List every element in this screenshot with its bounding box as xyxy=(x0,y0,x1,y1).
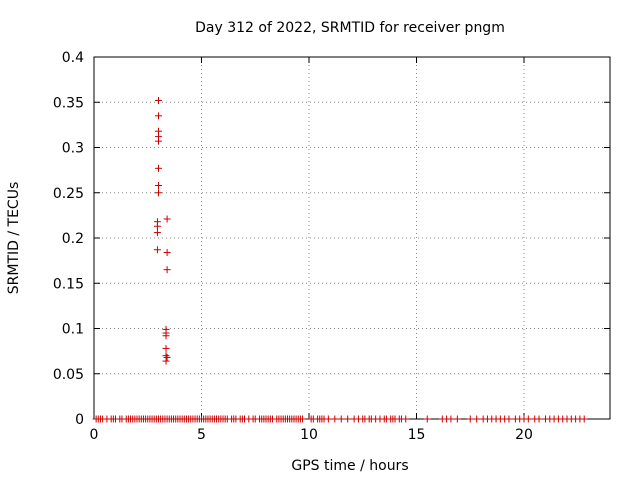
data-point xyxy=(163,266,171,274)
data-point xyxy=(162,357,170,365)
y-tick-label: 0.25 xyxy=(53,186,84,202)
y-tick-label: 0.2 xyxy=(62,231,84,247)
x-tick-label: 10 xyxy=(300,427,318,443)
y-tick-label: 0 xyxy=(75,412,84,428)
data-point xyxy=(447,415,455,423)
data-point xyxy=(453,415,461,423)
data-point xyxy=(402,415,410,423)
y-axis-label: SRMTID / TECUs xyxy=(6,182,22,295)
data-point xyxy=(473,415,481,423)
data-point xyxy=(535,415,543,423)
data-point xyxy=(155,96,162,104)
data-point xyxy=(163,353,171,361)
x-tick-label: 5 xyxy=(197,427,206,443)
data-point xyxy=(162,332,170,340)
data-point xyxy=(155,112,162,120)
data-point xyxy=(337,415,345,423)
data-point xyxy=(524,415,532,423)
data-point xyxy=(299,415,307,423)
data-point xyxy=(331,415,339,423)
data-point xyxy=(155,182,162,190)
data-point xyxy=(505,415,513,423)
y-tick-label: 0.4 xyxy=(62,50,84,66)
x-tick-label: 0 xyxy=(90,427,99,443)
data-point xyxy=(155,164,162,172)
plot-frame xyxy=(93,56,611,420)
data-point xyxy=(344,415,352,423)
y-tick-label: 0.3 xyxy=(62,141,84,157)
data-point xyxy=(162,344,170,352)
data-point xyxy=(153,246,161,254)
data-point xyxy=(153,229,161,237)
data-point xyxy=(155,189,162,197)
data-point xyxy=(163,215,171,223)
y-tick-label: 0.1 xyxy=(62,322,84,338)
data-point xyxy=(153,222,161,230)
data-point xyxy=(155,137,162,145)
y-tick-label: 0.15 xyxy=(53,276,84,292)
grid-lines xyxy=(94,57,610,419)
data-point xyxy=(324,415,332,423)
x-axis-label: GPS time / hours xyxy=(291,458,408,474)
data-point xyxy=(466,415,474,423)
data-point xyxy=(163,248,171,256)
x-tick-label: 20 xyxy=(515,427,533,443)
data-point xyxy=(580,415,588,423)
x-tick-label: 15 xyxy=(408,427,426,443)
axis-ticks: 0 0.05 0.1 0.15 0.2 0.25 0.3 0.35 0.4 0 5 10 15 20 xyxy=(53,50,610,443)
chart-title: Day 312 of 2022, SRMTID for receiver png… xyxy=(195,20,505,36)
data-point xyxy=(423,415,431,423)
data-points xyxy=(92,96,588,423)
y-tick-label: 0.35 xyxy=(53,95,84,111)
y-tick-label: 0.05 xyxy=(53,367,84,383)
